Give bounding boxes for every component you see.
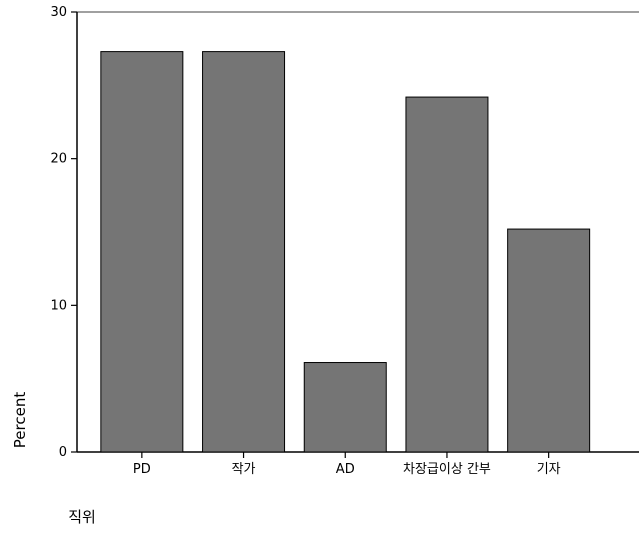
- bar-1: [202, 51, 286, 453]
- x-tick-label: AD: [336, 462, 355, 477]
- y-tick-label: 30: [50, 5, 67, 20]
- x-tick-label: 차장급이상 간부: [403, 462, 491, 477]
- bar-3: [405, 96, 489, 453]
- bar-0: [100, 51, 184, 453]
- x-tick-label: PD: [133, 462, 151, 477]
- bar-2: [303, 362, 387, 453]
- bar-4: [507, 228, 591, 453]
- x-tick-label: 작가: [232, 462, 256, 477]
- y-tick-label: 0: [59, 445, 67, 460]
- y-tick-label: 10: [50, 298, 67, 313]
- y-axis-label: Percent: [11, 392, 29, 449]
- x-tick-label: 기자: [537, 462, 561, 477]
- x-axis-label: 직위: [68, 508, 96, 526]
- bars: [100, 51, 591, 453]
- y-tick-label: 20: [50, 152, 67, 167]
- tick-labels: 0 10 20 30 PD 작가 AD 차장급이상 간부 기자: [50, 5, 560, 477]
